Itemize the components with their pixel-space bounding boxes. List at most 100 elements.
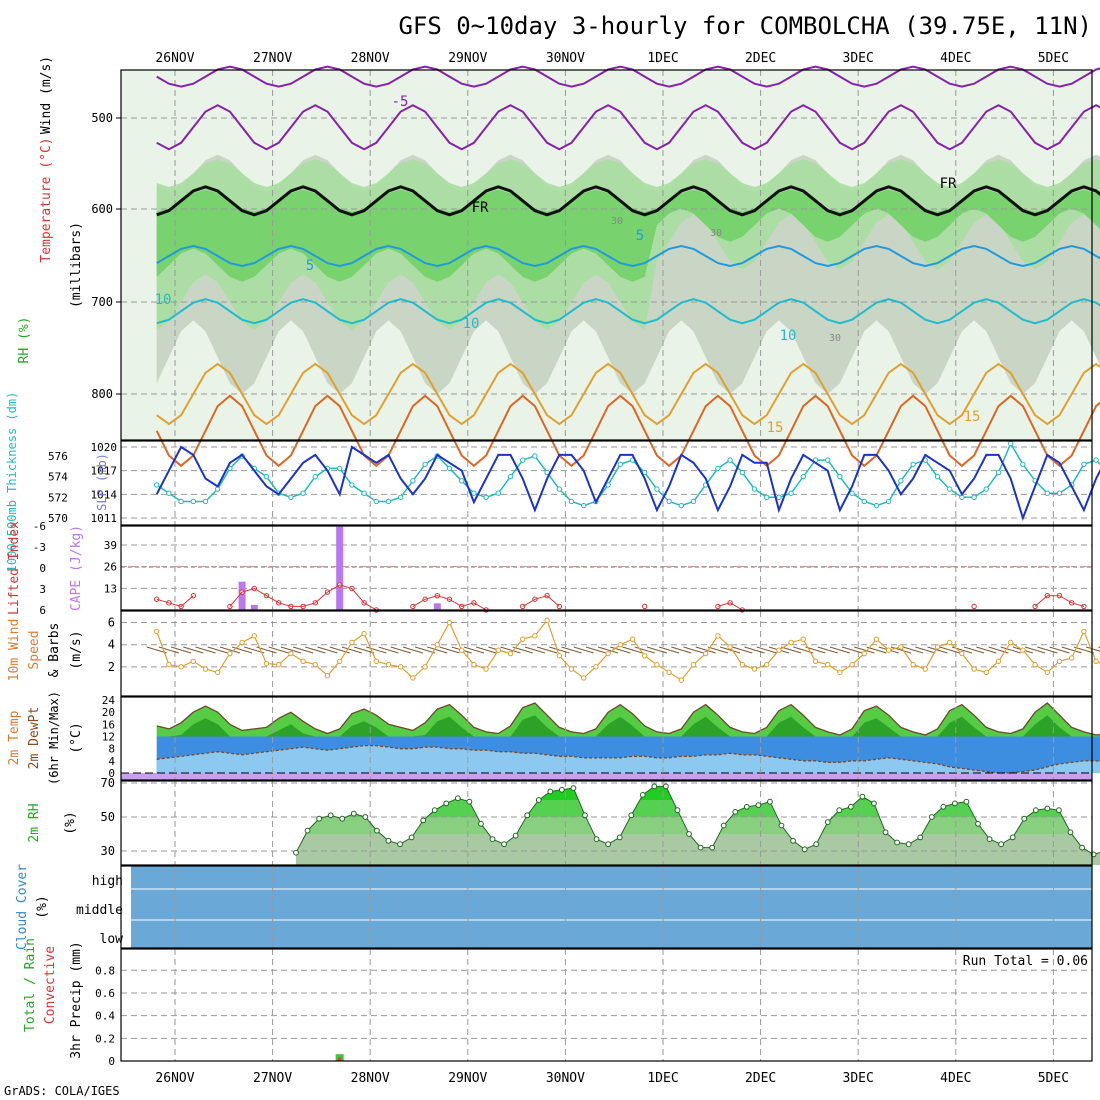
lifted-index-point — [715, 603, 721, 610]
rh-point — [1021, 815, 1028, 822]
rh-point — [431, 807, 438, 814]
wind-point — [276, 661, 282, 668]
wind-barb — [610, 646, 631, 654]
thickness-point — [776, 494, 782, 501]
wind-barb — [585, 646, 607, 654]
contour-label: 30 — [829, 333, 841, 344]
rh-point — [1056, 807, 1062, 814]
wind-point — [703, 650, 709, 657]
series-lifted-index — [1034, 595, 1085, 607]
rh-point — [350, 810, 357, 817]
wind-barb — [183, 646, 204, 654]
thickness-slp-panel: 1011 1014 1017 1020 570 572 574 576 1000-500mb T… — [5, 392, 1100, 572]
wind-point — [251, 633, 258, 639]
wind-barb — [915, 646, 936, 654]
wind-point — [642, 653, 648, 659]
wind-point — [617, 641, 623, 648]
cape-bar — [433, 603, 441, 610]
tick-label: 1014 — [91, 488, 118, 501]
ylabel-precip-unit: 3hr Precip (mm) — [69, 941, 84, 1058]
tick-label: 800 — [91, 387, 113, 401]
wind-barb — [866, 646, 887, 654]
wind-point — [495, 647, 501, 653]
tick-label: 0 — [108, 1055, 115, 1068]
thickness-point — [373, 498, 379, 505]
rh-point — [512, 832, 519, 839]
thickness-point — [1056, 490, 1063, 496]
rh-point — [639, 792, 646, 798]
wind-barb — [634, 646, 655, 654]
tick-label: 500 — [91, 111, 113, 125]
rh-point — [651, 783, 658, 790]
thickness-point — [178, 498, 184, 505]
tick-label: 20 — [102, 706, 115, 719]
tick-label: 576 — [48, 450, 68, 463]
series-slp — [155, 445, 1100, 522]
tick-label: 70 — [101, 776, 115, 790]
chart-title: GFS 0~10day 3-hourly for COMBOLCHA (39.7… — [398, 12, 1092, 40]
wind-point — [459, 647, 465, 653]
wind-point — [629, 636, 636, 642]
wind-point — [934, 644, 941, 650]
rh-point — [847, 803, 854, 810]
cloud-row-label: low — [100, 932, 124, 947]
cloud-cover-panel: high middle low Cloud Cover (%) — [15, 864, 1093, 950]
wind-point — [715, 633, 721, 639]
tick-label: 3 — [39, 583, 46, 596]
wind-point — [288, 650, 294, 657]
wind-barb — [219, 646, 241, 654]
cloud-row-label: high — [92, 874, 123, 889]
rh-point — [732, 809, 739, 815]
wind-point — [849, 661, 855, 668]
wind-point — [1069, 655, 1075, 661]
wind-point — [263, 660, 270, 667]
wind-point — [507, 650, 514, 657]
wind-barb — [512, 646, 533, 654]
thickness-point — [788, 490, 794, 496]
ylabel-total-rain: Total / Rain — [23, 938, 38, 1032]
thickness-point — [471, 490, 477, 496]
cape-bar — [238, 581, 246, 610]
thickness-point — [410, 478, 416, 484]
ylabel-speed: Speed — [27, 630, 42, 669]
rh-point — [570, 785, 577, 791]
cloud-background — [131, 866, 1092, 948]
thickness-point — [361, 490, 367, 496]
thickness-point — [422, 461, 428, 467]
thickness-point — [849, 490, 855, 496]
lifted-index-cape-panel: 13 26 39 6 3 0 -3 -6 Lifted Index CAPE (J/kg) — [7, 520, 1093, 617]
rh-point — [801, 846, 808, 853]
isotherm-15 — [156, 362, 1100, 426]
wind-point — [556, 653, 562, 659]
tick-label: 570 — [48, 512, 68, 525]
wind-point — [202, 666, 209, 672]
precip-convective-bar — [338, 1057, 342, 1061]
thickness-point — [312, 473, 318, 480]
rh-point — [790, 837, 796, 844]
rh-point — [1067, 829, 1074, 836]
rh-point — [824, 819, 831, 825]
wind-point — [434, 641, 440, 648]
rh-point — [674, 807, 681, 814]
isotherm-20 — [155, 394, 1100, 468]
wind-barb — [573, 646, 594, 654]
wind-point — [227, 650, 233, 657]
rh-point — [940, 803, 947, 810]
isotherm-freezing — [156, 185, 1100, 217]
wind-point — [520, 636, 526, 642]
thickness-point — [690, 498, 697, 505]
rh-point — [813, 841, 820, 848]
contour-label: -5 — [392, 94, 409, 110]
date-label-bottom: 29NOV — [448, 1071, 487, 1086]
tick-label: 0.4 — [95, 1010, 115, 1023]
ylabel-pressure-unit: (millibars) — [69, 222, 84, 308]
thickness-point — [349, 482, 355, 488]
thickness-point — [727, 457, 733, 463]
rh-point — [616, 834, 623, 841]
wind-barb — [780, 646, 802, 654]
thickness-point — [751, 486, 758, 492]
tick-label: 13 — [104, 582, 117, 595]
cloud-row-label: middle — [76, 903, 123, 918]
rh-point — [327, 812, 334, 819]
